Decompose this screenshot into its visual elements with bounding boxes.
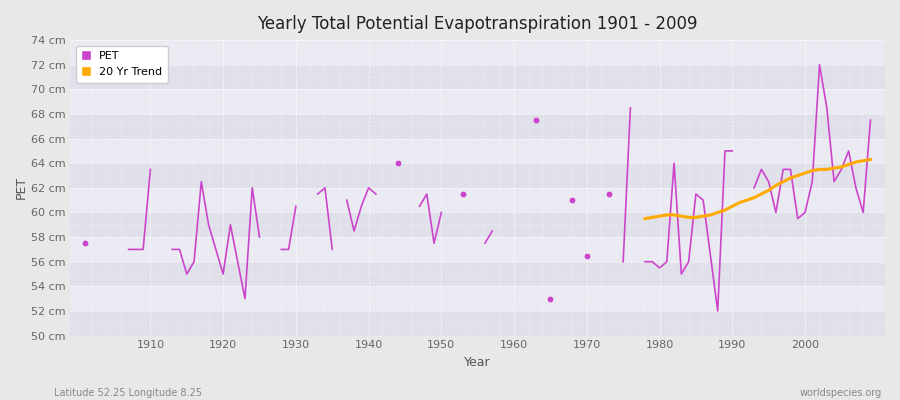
Bar	[70, 286, 885, 311]
Bar	[70, 114, 885, 139]
Point	[391, 160, 405, 166]
Bar	[70, 212, 885, 237]
Legend: PET, 20 Yr Trend: PET, 20 Yr Trend	[76, 46, 168, 82]
Bar	[70, 163, 885, 188]
Y-axis label: PET: PET	[15, 176, 28, 200]
Point	[601, 191, 616, 197]
Point	[77, 240, 92, 246]
Text: worldspecies.org: worldspecies.org	[800, 388, 882, 398]
Point	[528, 117, 543, 123]
Bar	[70, 311, 885, 336]
Bar	[70, 139, 885, 163]
Bar	[70, 237, 885, 262]
Bar	[70, 40, 885, 65]
Point	[580, 252, 594, 259]
Text: Latitude 52.25 Longitude 8.25: Latitude 52.25 Longitude 8.25	[54, 388, 202, 398]
Point	[565, 197, 580, 203]
Bar	[70, 89, 885, 114]
X-axis label: Year: Year	[464, 356, 491, 369]
Bar	[70, 262, 885, 286]
Point	[456, 191, 471, 197]
Bar	[70, 188, 885, 212]
Title: Yearly Total Potential Evapotranspiration 1901 - 2009: Yearly Total Potential Evapotranspiratio…	[257, 15, 698, 33]
Bar	[70, 65, 885, 89]
Point	[544, 296, 558, 302]
